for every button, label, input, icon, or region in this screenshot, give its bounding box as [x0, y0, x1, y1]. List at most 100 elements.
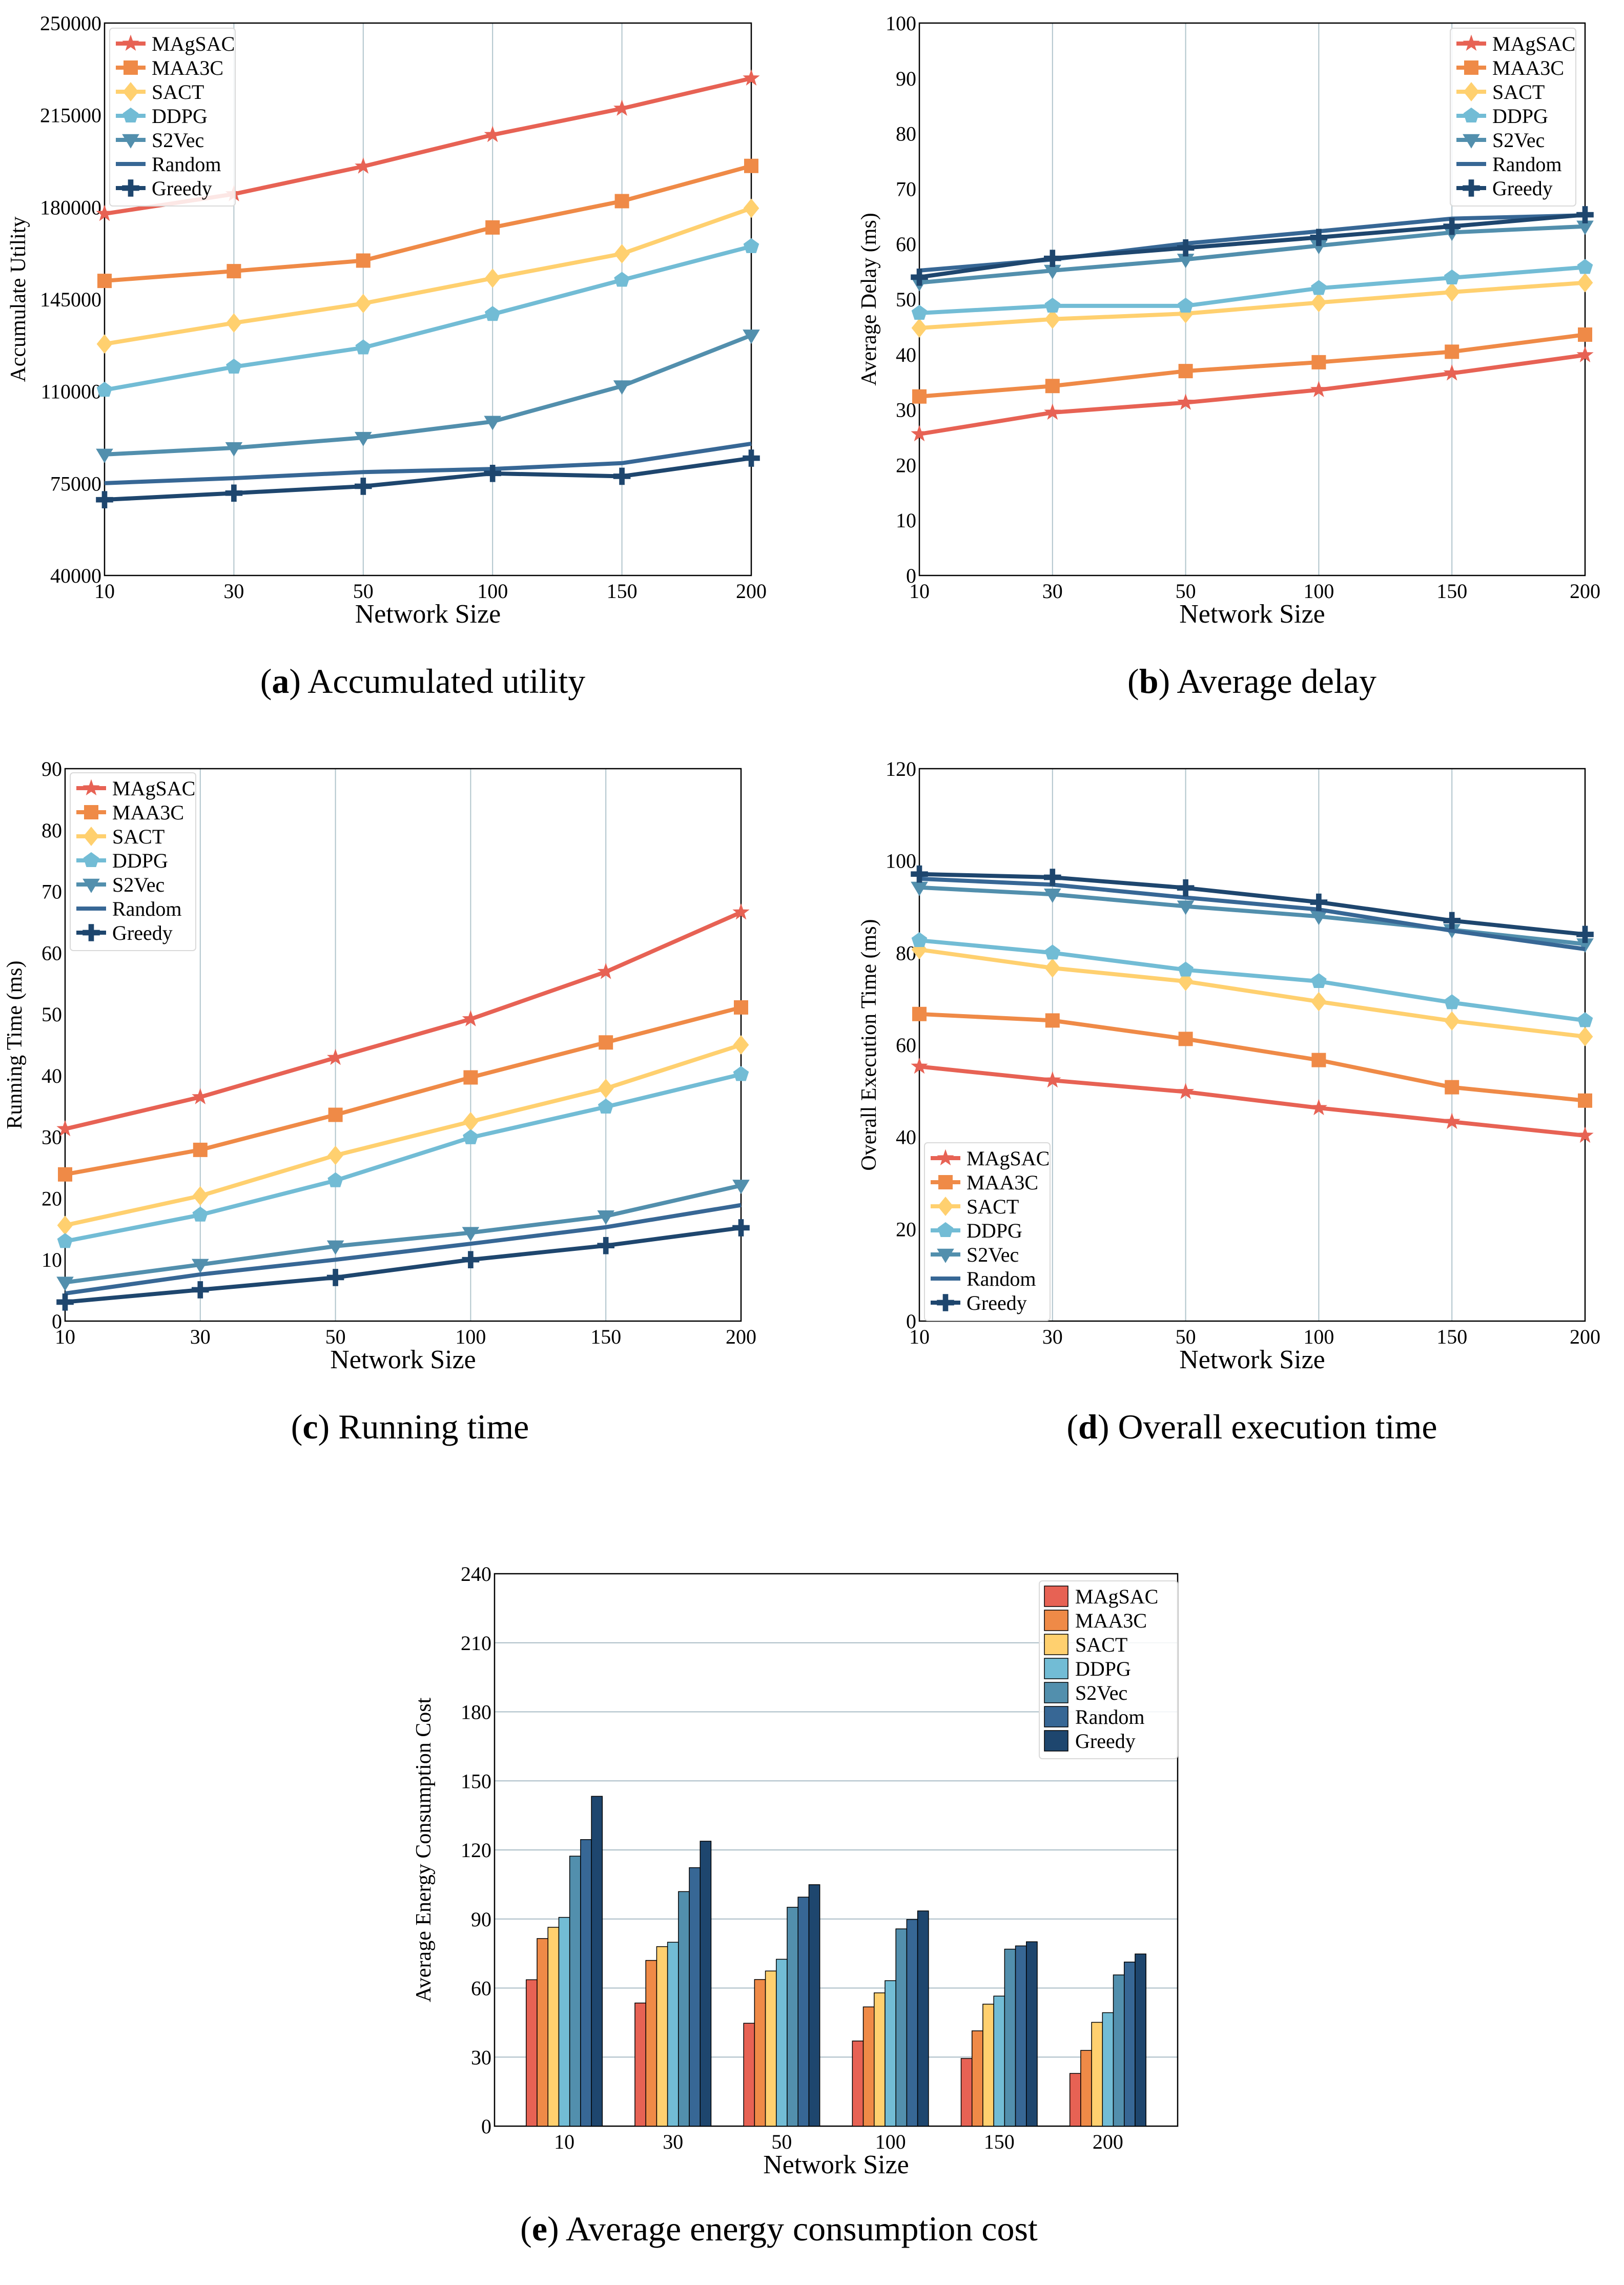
data-point-maa3c-150	[1445, 1080, 1459, 1095]
data-point-sact-200	[743, 198, 759, 218]
legend-label: Greedy	[1075, 1730, 1136, 1753]
data-point-magsac-150	[613, 99, 631, 116]
series-group	[911, 206, 1594, 442]
data-point-magsac-150	[1443, 1113, 1461, 1129]
data-point-ddpg-10	[96, 382, 113, 397]
data-point-greedy-30	[192, 1281, 209, 1299]
series-line-s2vec	[65, 1183, 742, 1285]
bar-maa3c-50	[754, 1979, 766, 2127]
legend-marker-triangle-down-icon	[1463, 134, 1480, 149]
legend-item-random: Random	[1456, 153, 1562, 176]
y-tick-label: 40	[896, 343, 916, 366]
y-tick-label: 20	[896, 1218, 916, 1241]
data-point-sact-30	[226, 313, 242, 333]
series-line-magsac	[65, 910, 742, 1131]
y-axis-label: Overall Execution Time (ms)	[857, 919, 881, 1170]
data-point-greedy-30	[1044, 250, 1061, 267]
x-tick-label: 30	[1042, 580, 1063, 603]
data-point-maa3c-50	[1178, 364, 1193, 379]
series-line-ddpg	[65, 1072, 742, 1244]
x-tick-label: 200	[736, 580, 767, 603]
data-point-greedy-50	[326, 1269, 344, 1286]
y-tick-label: 10	[896, 509, 916, 532]
legend-item-random: Random	[116, 153, 221, 176]
data-point-s2vec-30	[192, 1259, 209, 1273]
legend-item-s2vec: S2Vec	[931, 1243, 1019, 1266]
legend-item-ddpg: DDPG	[1044, 1657, 1131, 1680]
x-tick-label: 100	[455, 1325, 486, 1348]
legend-label: MAgSAC	[967, 1147, 1050, 1170]
data-point-magsac-10	[56, 1120, 74, 1137]
legend-label: MAA3C	[1492, 56, 1564, 79]
series-random	[65, 1203, 742, 1296]
data-point-ddpg-30	[226, 358, 242, 374]
axes: 40000 75000 110000 145000 180000 215000 250000…	[7, 12, 767, 629]
bar-ddpg-150	[993, 1995, 1005, 2127]
series-line-maa3c	[919, 333, 1586, 399]
data-point-greedy-200	[732, 1219, 750, 1237]
series-maa3c	[912, 327, 1592, 404]
data-point-ddpg-150	[1444, 994, 1460, 1010]
legend-label: SACT	[967, 1195, 1019, 1218]
x-tick-label: 30	[1042, 1325, 1063, 1348]
legend-marker-triangle-down-icon	[83, 878, 100, 893]
bar-random-10	[580, 1839, 592, 2127]
x-axis-label: Network Size	[355, 600, 501, 629]
legend-marker-star-icon	[83, 779, 100, 796]
data-point-ddpg-150	[1444, 269, 1460, 284]
y-tick-label: 0	[906, 564, 916, 587]
legend-label: S2Vec	[152, 129, 204, 152]
data-point-magsac-30	[1044, 403, 1061, 420]
legend-label: SACT	[112, 825, 165, 848]
series-line-greedy	[919, 213, 1586, 279]
legend-item-magsac: MAgSAC	[76, 777, 195, 800]
series-line-sact	[919, 948, 1586, 1039]
series-line-sact	[919, 280, 1586, 331]
x-tick-label: 100	[477, 580, 508, 603]
y-axis-label: Average Delay (ms)	[857, 213, 881, 385]
bar-sact-50	[765, 1970, 777, 2127]
x-tick-label: 30	[663, 2130, 683, 2153]
legend-marker-diamond-icon	[83, 827, 99, 846]
series-line-s2vec	[919, 224, 1586, 285]
legend-label: S2Vec	[967, 1243, 1019, 1266]
legend-item-magsac: MAgSAC	[931, 1147, 1050, 1170]
series-maa3c	[58, 1000, 748, 1182]
data-point-sact-50	[327, 1145, 343, 1165]
series-sact	[911, 273, 1593, 338]
legend-item-greedy: Greedy	[76, 921, 173, 944]
data-point-sact-200	[733, 1035, 749, 1055]
legend-marker-plus-icon	[1463, 179, 1480, 197]
y-tick-label: 60	[42, 941, 62, 964]
bar-random-30	[689, 1867, 701, 2127]
y-tick-label: 80	[42, 819, 62, 842]
data-point-maa3c-100	[1311, 355, 1326, 369]
y-tick-label: 40000	[50, 564, 101, 587]
legend-label: Random	[152, 153, 221, 176]
legend-label: MAA3C	[1075, 1609, 1147, 1632]
data-point-s2vec-100	[1310, 911, 1328, 925]
data-point-magsac-50	[1177, 394, 1195, 410]
data-point-magsac-50	[355, 157, 372, 174]
series-group	[96, 69, 760, 508]
x-axis-label: Network Size	[1179, 600, 1325, 629]
data-point-greedy-100	[1310, 229, 1328, 246]
x-tick-label: 150	[984, 2130, 1015, 2153]
legend-label: Greedy	[1492, 177, 1553, 200]
data-point-magsac-100	[1310, 381, 1328, 397]
data-point-ddpg-30	[192, 1206, 209, 1222]
data-point-ddpg-150	[598, 1098, 614, 1114]
series-ddpg	[96, 238, 759, 397]
data-point-greedy-150	[1443, 912, 1461, 930]
x-tick-label: 200	[1570, 580, 1600, 603]
data-point-greedy-30	[225, 484, 243, 502]
series-random	[919, 876, 1586, 952]
legend-marker-square-icon	[124, 60, 138, 75]
data-point-ddpg-30	[1044, 944, 1061, 960]
legend-item-greedy: Greedy	[1044, 1730, 1136, 1753]
legend-item-maa3c: MAA3C	[1456, 56, 1564, 79]
x-tick-label: 150	[1436, 580, 1467, 603]
bar-ddpg-200	[1102, 2012, 1114, 2127]
